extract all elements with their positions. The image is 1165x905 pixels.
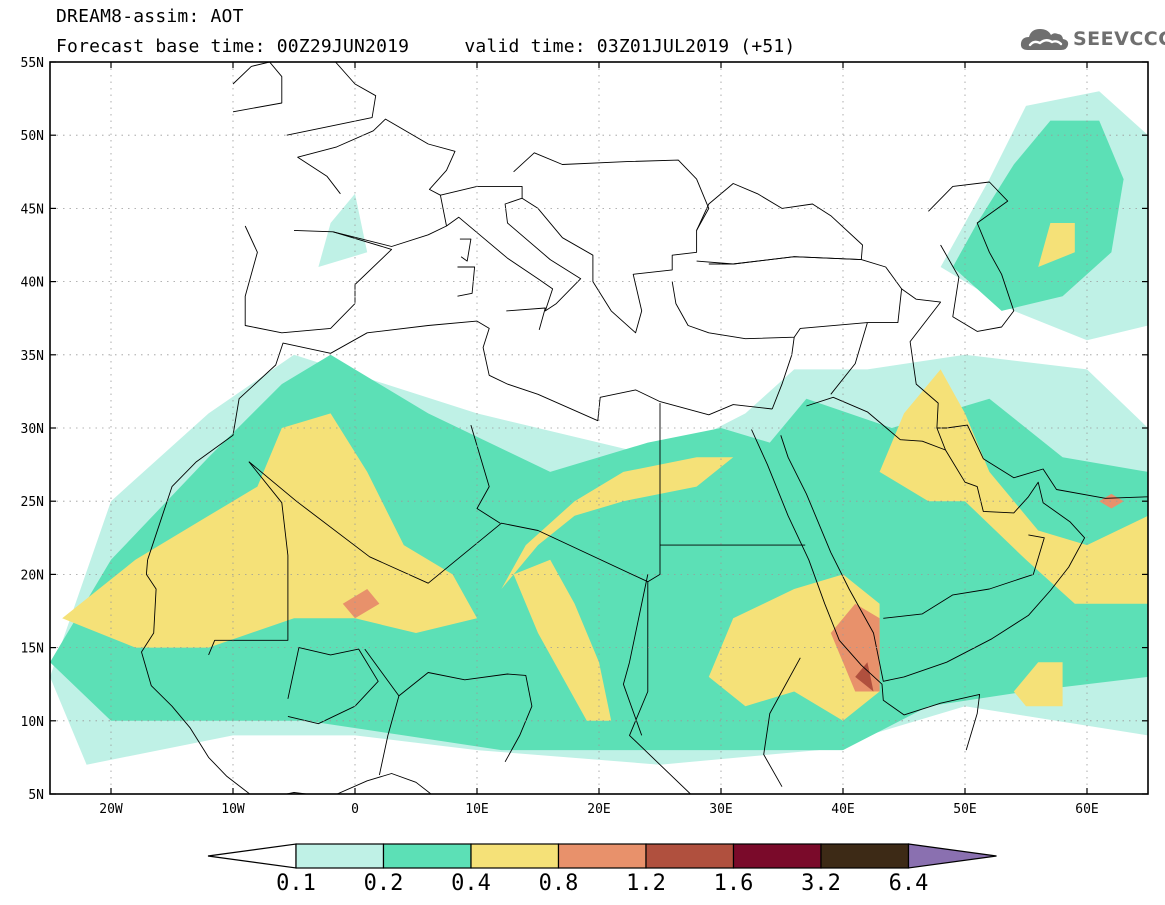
logo-text: SEEVCCC xyxy=(1073,28,1165,50)
outline-arabia-coast xyxy=(780,424,1148,682)
outline-west-africa-coast xyxy=(141,559,432,794)
seevccc-logo: SEEVCCC xyxy=(1018,22,1165,56)
aot-region-biscay-light xyxy=(318,193,368,267)
lon-label-50E: 50E xyxy=(953,802,976,817)
colorbar-label-3.2: 3.2 xyxy=(801,871,841,896)
lon-label-0: 0 xyxy=(351,802,359,817)
outline-north-africa-coast xyxy=(147,320,773,560)
colorbar-swatch-1 xyxy=(295,843,385,869)
outline-britain xyxy=(286,62,377,136)
outline-ethiopia-sudan xyxy=(763,657,801,787)
lon-label-10W: 10W xyxy=(221,802,245,817)
lon-label-30E: 30E xyxy=(709,802,732,817)
lat-label-30N: 30N xyxy=(21,422,44,437)
axis-ticks: 20W 10W 0 10E 20E 30E 40E 50E 60E 55N 50N 45N 40N 35N… xyxy=(21,56,1148,817)
colorbar-label-1.2: 1.2 xyxy=(626,871,666,896)
colorbar-label-0.4: 0.4 xyxy=(451,871,491,896)
cloud-logo-icon xyxy=(1020,29,1069,50)
outline-saudi-north xyxy=(806,396,946,451)
outline-sudan-chad xyxy=(622,574,649,736)
lat-lon-grid xyxy=(50,62,1148,794)
colorbar-low-arrow xyxy=(207,843,297,869)
outline-libya-east xyxy=(647,403,661,583)
outline-niger-west xyxy=(364,648,400,776)
outline-italy xyxy=(440,185,582,312)
outline-yemen-saudi xyxy=(883,534,1045,619)
aot-region-libya-chad-dust xyxy=(501,457,734,589)
lat-label-10N: 10N xyxy=(21,715,44,730)
aot-region-eritrea-core xyxy=(855,662,874,692)
aot-region-sudan-dust xyxy=(708,574,880,721)
lat-label-15N: 15N xyxy=(21,642,44,657)
aot-region-mauritania-mali-dust xyxy=(62,413,477,648)
colorbar-label-6.4: 6.4 xyxy=(889,871,929,896)
aot-region-oman-hotspot xyxy=(1099,493,1124,509)
coastlines-borders xyxy=(141,62,1148,794)
colorbar-swatch-7 xyxy=(820,843,910,869)
aot-region-chad-dust xyxy=(513,559,612,721)
colorbar-label-0.2: 0.2 xyxy=(364,871,404,896)
lon-label-20W: 20W xyxy=(99,802,123,817)
aot-region-caspian-dust xyxy=(1038,223,1075,267)
colorbar-swatch-2 xyxy=(382,843,472,869)
outline-turkey xyxy=(671,256,903,340)
aot-field xyxy=(50,91,1148,765)
lat-label-55N: 55N xyxy=(21,56,44,71)
colorbar-swatch-6 xyxy=(732,843,822,869)
colorbar-swatch-4 xyxy=(557,843,647,869)
colorbar-high-arrow xyxy=(907,843,997,869)
aot-region-mali-hotspot xyxy=(342,589,380,619)
outline-balkans xyxy=(513,152,710,334)
lat-label-5N: 5N xyxy=(28,788,44,803)
outline-levant-coast xyxy=(771,337,795,410)
outline-ireland xyxy=(232,62,283,113)
outline-caspian-sea xyxy=(928,181,1015,332)
outline-sardinia xyxy=(457,266,476,297)
colorbar-swatch-3 xyxy=(470,843,560,869)
colorbar-swatch-5 xyxy=(645,843,735,869)
aot-region-somali-dust xyxy=(1013,662,1063,707)
lon-label-60E: 60E xyxy=(1075,802,1098,817)
colorbar-label-1.6: 1.6 xyxy=(714,871,754,896)
outline-red-sea-west xyxy=(751,429,981,751)
lat-label-50N: 50N xyxy=(21,129,44,144)
outline-sicily xyxy=(506,307,546,331)
lat-label-40N: 40N xyxy=(21,276,44,291)
lon-label-40E: 40E xyxy=(831,802,854,817)
lat-label-35N: 35N xyxy=(21,349,44,364)
lon-label-20E: 20E xyxy=(587,802,610,817)
outline-syria-iraq xyxy=(830,322,868,395)
lat-label-25N: 25N xyxy=(21,495,44,510)
outline-algeria-libya-egypt xyxy=(470,424,501,524)
outline-maghreb-south-border xyxy=(248,461,691,794)
outline-iberia xyxy=(244,225,393,334)
outline-corsica xyxy=(459,238,472,262)
lat-label-20N: 20N xyxy=(21,568,44,583)
colorbar-legend: 0.1 0.2 0.4 0.8 1.2 1.6 3.2 6.4 xyxy=(207,843,997,896)
lon-label-10E: 10E xyxy=(465,802,488,817)
colorbar-label-0.1: 0.1 xyxy=(276,871,316,896)
outline-iraq-iran xyxy=(901,288,942,429)
outline-nigeria-niger xyxy=(398,672,533,763)
map-subtitle-times: Forecast base time: 00Z29JUN2019 valid t… xyxy=(56,36,796,57)
outline-france xyxy=(297,118,456,247)
lat-label-45N: 45N xyxy=(21,202,44,217)
map-title: DREAM8-assim: AOT xyxy=(56,6,244,27)
outline-black-sea xyxy=(696,183,863,265)
outline-mali-mauritania xyxy=(208,461,289,656)
colorbar-label-0.8: 0.8 xyxy=(539,871,579,896)
